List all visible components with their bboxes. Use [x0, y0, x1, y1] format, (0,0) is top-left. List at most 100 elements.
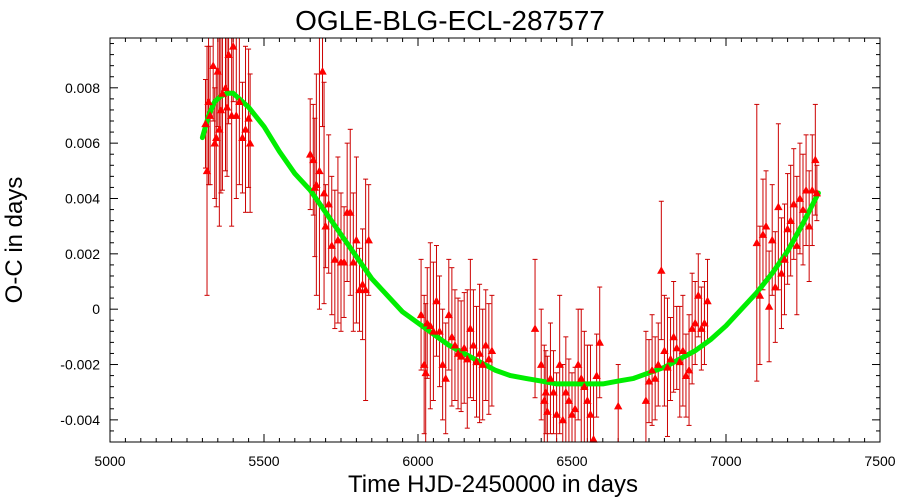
- data-point: [447, 332, 457, 341]
- data-point: [438, 360, 447, 368]
- data-point: [218, 89, 227, 97]
- data-point: [349, 257, 358, 266]
- data-point: [435, 327, 444, 335]
- data-point: [232, 111, 241, 119]
- data-point: [235, 97, 244, 106]
- data-point: [666, 354, 675, 363]
- data-point: [647, 365, 657, 374]
- data-point: [697, 324, 706, 332]
- data-point: [694, 291, 703, 299]
- data-point: [450, 340, 460, 349]
- data-point: [792, 241, 802, 249]
- data-point: [764, 302, 774, 310]
- data-point: [700, 318, 709, 327]
- data-point: [213, 67, 222, 75]
- data-point: [229, 42, 238, 50]
- data-point: [801, 185, 811, 194]
- data-point: [678, 346, 688, 355]
- data-point: [691, 318, 700, 327]
- data-point: [755, 291, 765, 299]
- data-point: [245, 138, 255, 147]
- data-point: [216, 105, 226, 114]
- data-point: [364, 235, 373, 244]
- data-point: [586, 410, 595, 418]
- data-point: [426, 321, 435, 330]
- x-tick-label: 5500: [248, 453, 279, 469]
- data-point: [463, 354, 472, 363]
- data-point: [675, 357, 684, 366]
- y-tick-label: 0.006: [65, 135, 100, 151]
- data-point: [570, 404, 580, 413]
- data-point: [558, 415, 567, 424]
- data-point: [419, 360, 429, 368]
- data-point: [309, 155, 318, 164]
- data-point: [540, 396, 549, 404]
- fit-curve: [199, 90, 821, 387]
- data-point: [641, 396, 651, 404]
- data-point: [549, 387, 558, 396]
- data-point: [355, 285, 364, 294]
- data-point: [469, 340, 478, 349]
- data-point: [204, 97, 213, 106]
- data-point: [660, 346, 669, 355]
- data-point: [804, 221, 814, 230]
- data-point: [432, 296, 441, 305]
- data-point: [201, 119, 210, 128]
- data-point: [669, 332, 678, 341]
- data-point: [481, 340, 490, 349]
- data-point: [238, 133, 247, 141]
- data-point: [583, 396, 592, 404]
- data-point: [339, 257, 349, 266]
- data-point: [537, 360, 546, 368]
- axis-ticks: [109, 38, 881, 442]
- data-point: [812, 188, 822, 197]
- data-point: [546, 374, 555, 382]
- data-point: [811, 155, 820, 164]
- y-tick-label: -0.002: [60, 357, 100, 373]
- tick-labels: 5000 5500 6000 6500 7000 7500 -0.004 -0.002 0 0.0…: [60, 80, 895, 469]
- data-point: [460, 343, 469, 352]
- data-point: [444, 310, 453, 319]
- data-point: [543, 407, 552, 415]
- data-point: [614, 401, 623, 410]
- data-point: [552, 410, 561, 418]
- data-point: [672, 343, 681, 352]
- data-point: [789, 199, 798, 208]
- data-point: [210, 138, 219, 147]
- data-point: [580, 382, 589, 391]
- plot-area: [199, 38, 822, 443]
- data-point: [321, 221, 330, 230]
- data-point: [429, 327, 438, 335]
- y-tick-label: -0.004: [60, 412, 100, 428]
- data-point: [205, 111, 215, 119]
- data-point: [312, 180, 321, 189]
- data-point: [795, 194, 805, 202]
- data-point: [475, 349, 484, 357]
- data-point: [761, 221, 771, 230]
- data-point: [573, 360, 583, 368]
- data-point: [478, 360, 487, 368]
- data-point: [786, 216, 795, 224]
- data-point: [416, 310, 426, 319]
- data-point: [215, 125, 224, 133]
- data-point: [361, 285, 370, 294]
- data-point: [595, 338, 604, 346]
- data-point: [561, 387, 571, 396]
- data-point: [472, 357, 481, 366]
- data-point: [421, 368, 430, 377]
- data-point: [758, 230, 768, 238]
- data-point: [567, 410, 577, 418]
- data-point: [530, 324, 540, 332]
- data-point: [330, 255, 340, 263]
- data-point: [222, 102, 232, 111]
- data-point: [306, 150, 315, 158]
- data-point: [577, 374, 586, 382]
- data-point: [487, 346, 497, 355]
- data-point: [202, 166, 212, 175]
- data-point: [555, 360, 564, 368]
- data-point: [358, 280, 367, 288]
- data-point: [212, 133, 221, 141]
- x-axis-label: Time HJD-2450000 in days: [348, 471, 638, 498]
- data-point: [466, 324, 475, 332]
